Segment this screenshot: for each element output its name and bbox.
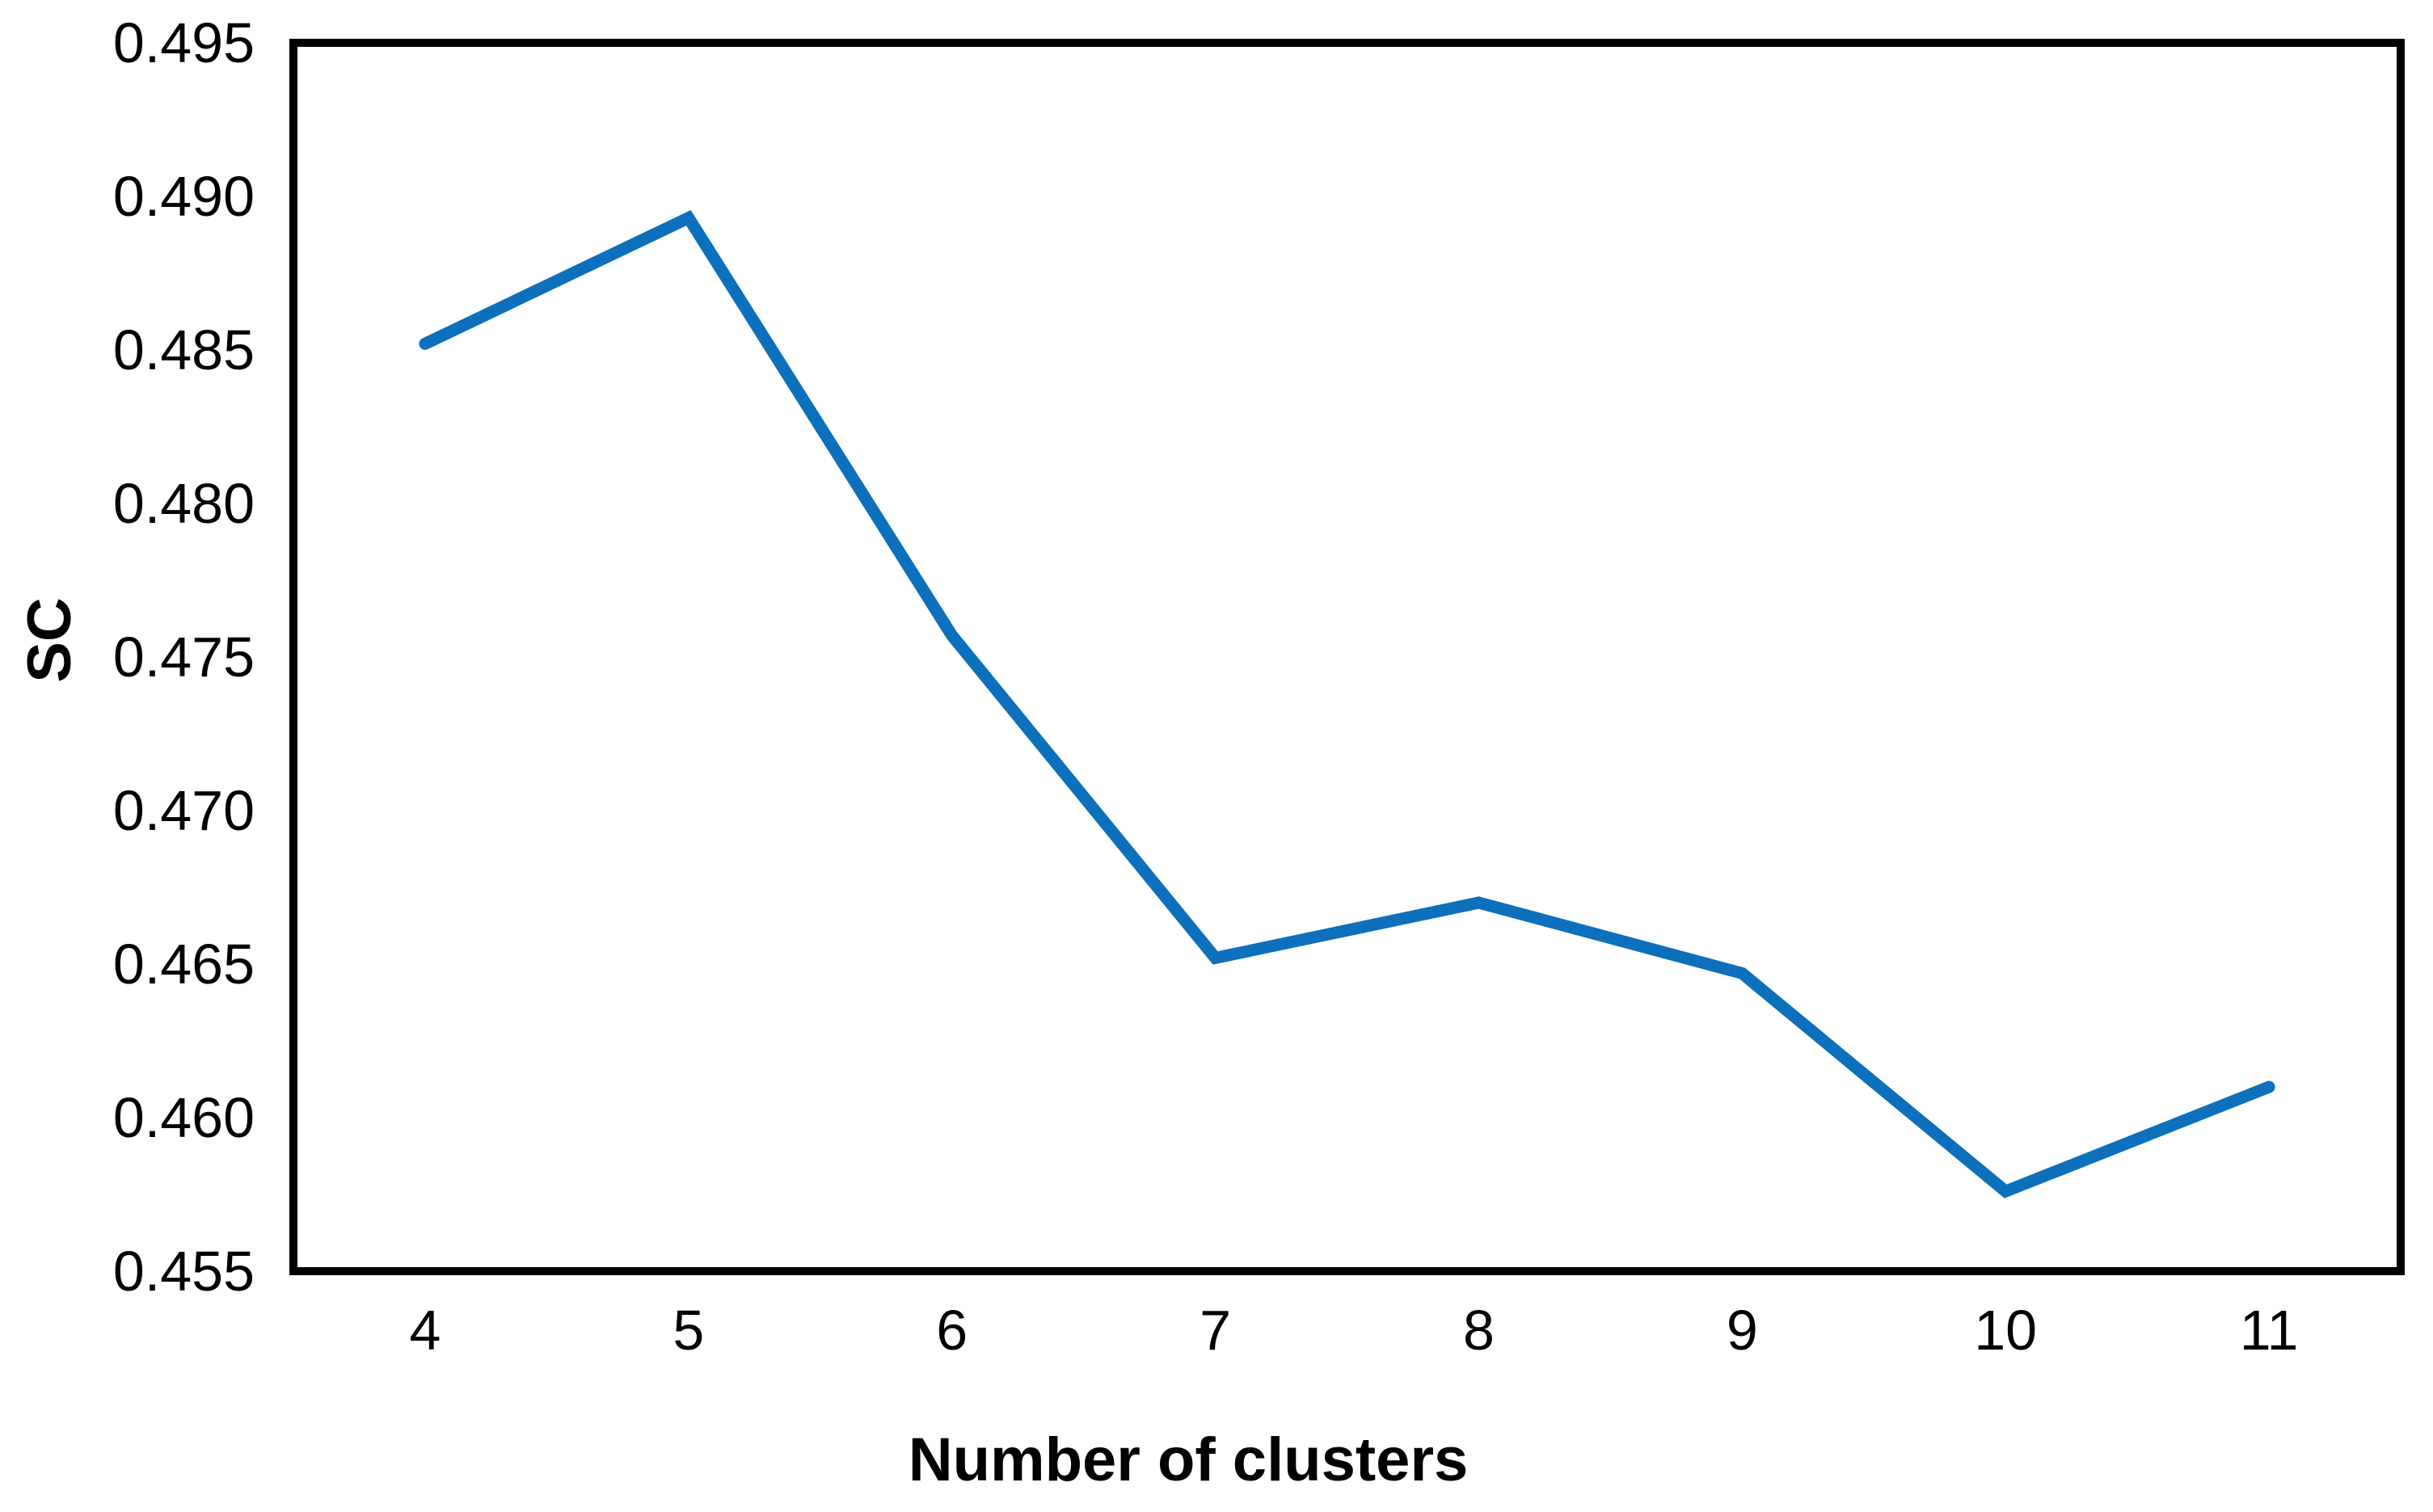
- x-tick-label: 11: [2239, 1299, 2299, 1362]
- x-tick-label: 4: [409, 1299, 441, 1362]
- y-tick-label: 0.455: [112, 1240, 255, 1303]
- y-tick-label: 0.495: [112, 11, 255, 74]
- y-tick-label: 0.460: [112, 1086, 255, 1149]
- x-tick-label: 5: [673, 1299, 705, 1362]
- y-tick-label: 0.465: [112, 933, 255, 996]
- x-axis-title: Number of clusters: [908, 1426, 1469, 1494]
- y-axis-title: SC: [15, 597, 84, 683]
- x-tick-label: 6: [936, 1299, 968, 1362]
- x-tick-label: 10: [1974, 1299, 2038, 1362]
- x-tick-label: 7: [1200, 1299, 1232, 1362]
- plot-frame: [289, 39, 2405, 1275]
- x-tick-label: 8: [1462, 1299, 1495, 1362]
- y-tick-label: 0.480: [112, 472, 255, 535]
- x-tick-label: 9: [1726, 1299, 1758, 1362]
- y-tick-label: 0.485: [112, 318, 255, 381]
- sc-data-line: [419, 209, 2275, 1198]
- y-tick-label: 0.490: [112, 165, 255, 228]
- y-tick-label: 0.475: [112, 625, 255, 689]
- y-tick-label: 0.470: [112, 779, 255, 842]
